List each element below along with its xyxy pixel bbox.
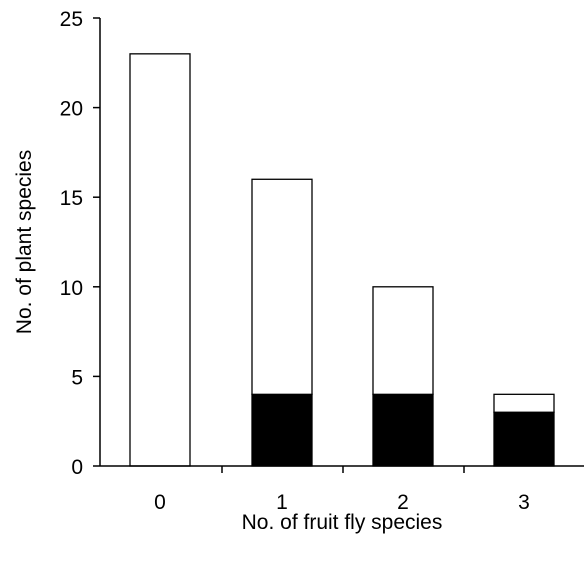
y-tick-label: 25: [60, 8, 83, 31]
y-axis-ticks: 0 5 10 15 20 25: [60, 8, 100, 479]
x-tick-label: 2: [397, 491, 409, 514]
y-tick-label: 20: [60, 98, 83, 121]
bar-2-segment-0: [372, 393, 434, 467]
bar-2-segment-1: [372, 286, 434, 395]
bar-3-segment-1: [493, 393, 555, 413]
x-tick-label: 0: [154, 491, 166, 514]
x-axis-ticks: 0 1 2 3: [154, 466, 530, 514]
bars-group: [129, 53, 555, 467]
bar-0-segment-1: [129, 53, 191, 467]
x-tick-label: 1: [276, 491, 288, 514]
y-tick-label: 10: [60, 277, 83, 300]
y-tick-label: 0: [71, 456, 83, 479]
y-axis-title: No. of plant species: [13, 150, 36, 334]
bar-1-segment-0: [251, 393, 313, 467]
y-tick-label: 5: [71, 366, 83, 389]
bar-3-segment-0: [493, 411, 555, 467]
y-tick-label: 15: [60, 187, 83, 210]
x-axis-title: No. of fruit fly species: [242, 511, 443, 534]
x-tick-label: 3: [518, 491, 530, 514]
bar-1-segment-1: [251, 178, 313, 395]
